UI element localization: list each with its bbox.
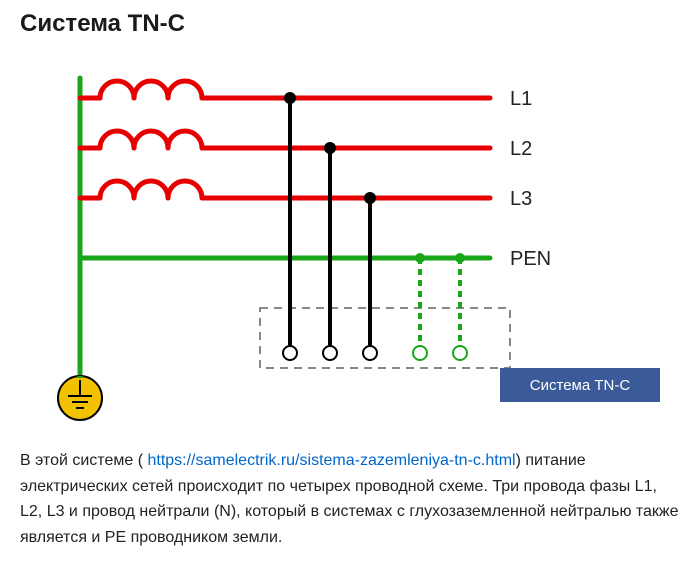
label-L3: L3 [510,188,532,210]
system-badge-label: Система TN-C [529,377,630,394]
page-title: Система TN-C [20,10,679,38]
label-L2: L2 [510,138,532,160]
description-paragraph: В этой системе ( https://samelectrik.ru/… [20,448,679,550]
source-link[interactable]: https://samelectrik.ru/sistema-zazemleni… [147,452,515,469]
label-PEN: PEN [510,248,551,270]
desc-pre: В этой системе ( [20,452,147,469]
tn-c-diagram: L1 L2 L3 PEN Система TN-C [40,58,660,428]
diagram-container: L1 L2 L3 PEN Система TN-C [40,58,660,428]
label-L1: L1 [510,88,532,110]
load-box [260,308,510,368]
